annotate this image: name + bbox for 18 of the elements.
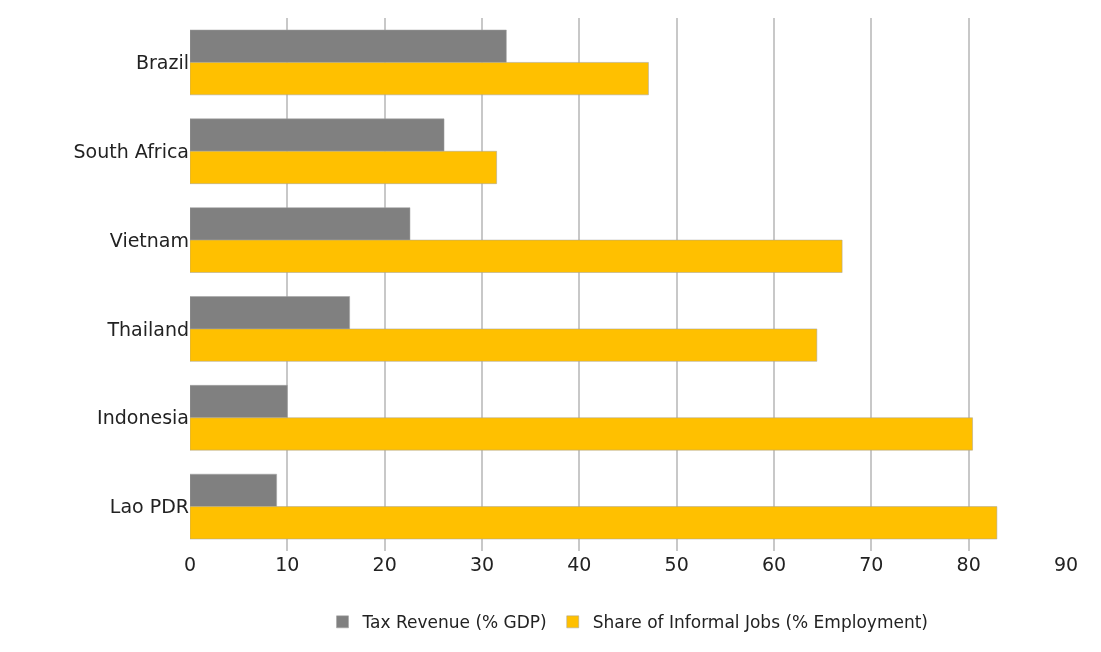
x-tick-label: 20 [372, 553, 397, 575]
x-tick-label: 60 [761, 553, 787, 575]
y-tick-label: Brazil [135, 51, 189, 74]
x-tick-label: 30 [469, 553, 495, 575]
x-tick-label: 40 [567, 553, 592, 575]
x-tick-label: 50 [664, 553, 689, 575]
y-tick-label: Thailand [106, 317, 189, 340]
y-tick-label: South Africa [73, 139, 189, 162]
x-tick-label: 80 [956, 553, 981, 575]
x-tick-label: 90 [1053, 553, 1079, 575]
x-tick-label: 0 [183, 553, 197, 575]
y-tick-label: Vietnam [109, 228, 189, 251]
x-tick-label: 10 [275, 553, 300, 575]
y-tick-label: Lao PDR [109, 495, 189, 518]
legend-label: Tax Revenue (% GDP) [361, 612, 547, 633]
x-tick-label: 70 [859, 553, 884, 575]
legend-label: Share of Informal Jobs (% Employment) [592, 612, 928, 633]
y-tick-label: Indonesia [97, 406, 189, 429]
